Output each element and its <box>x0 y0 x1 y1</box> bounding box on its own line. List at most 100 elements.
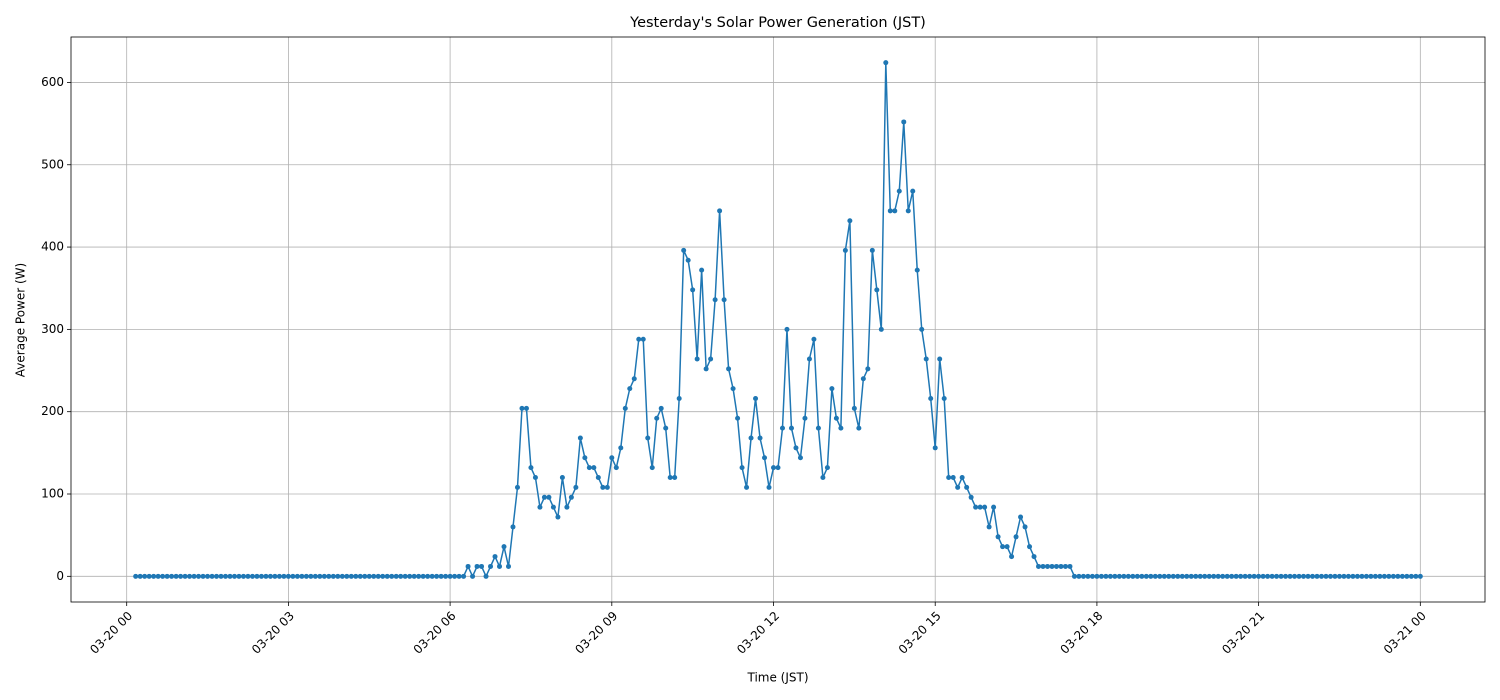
data-point <box>928 396 934 402</box>
data-point <box>1152 573 1158 579</box>
data-point <box>133 573 139 579</box>
data-point <box>384 573 390 579</box>
data-point <box>1170 573 1176 579</box>
data-point <box>1332 573 1338 579</box>
data-point <box>672 475 678 481</box>
data-point <box>860 376 866 382</box>
data-point <box>1080 573 1086 579</box>
data-point <box>568 494 574 500</box>
data-point <box>937 356 943 362</box>
data-point <box>1000 544 1006 550</box>
y-tick-label: 300 <box>41 322 64 336</box>
data-point <box>820 475 826 481</box>
data-point <box>995 534 1001 540</box>
data-point <box>1327 573 1333 579</box>
data-point <box>1067 563 1073 569</box>
data-point <box>721 297 727 303</box>
data-point <box>348 573 354 579</box>
data-point <box>1188 573 1194 579</box>
data-point <box>1372 573 1378 579</box>
data-point <box>869 247 875 253</box>
data-point <box>1049 563 1055 569</box>
data-point <box>1009 554 1015 560</box>
data-point <box>887 208 893 214</box>
data-point <box>523 405 529 411</box>
data-point <box>1148 573 1154 579</box>
data-point <box>1076 573 1082 579</box>
data-point <box>380 573 386 579</box>
data-point <box>788 425 794 431</box>
data-point <box>842 247 848 253</box>
data-point <box>1413 573 1419 579</box>
data-point <box>636 336 642 342</box>
data-point <box>609 455 615 461</box>
data-point <box>429 573 435 579</box>
data-point <box>196 573 202 579</box>
data-point <box>901 119 907 125</box>
data-point <box>452 573 458 579</box>
data-point <box>622 405 628 411</box>
data-point <box>398 573 404 579</box>
data-point <box>1179 573 1185 579</box>
data-point <box>492 554 498 560</box>
data-point <box>775 465 781 471</box>
data-point <box>434 573 440 579</box>
data-point <box>645 435 651 441</box>
data-point <box>744 484 750 490</box>
y-tick-label: 0 <box>56 569 64 583</box>
data-point <box>281 573 287 579</box>
data-point <box>793 445 799 451</box>
data-point <box>865 366 871 372</box>
data-point <box>465 563 471 569</box>
data-point <box>178 573 184 579</box>
data-point <box>1053 563 1059 569</box>
data-point <box>290 573 296 579</box>
data-point <box>618 445 624 451</box>
data-point <box>1359 573 1365 579</box>
data-point <box>1319 573 1325 579</box>
data-point <box>973 504 979 510</box>
data-point <box>1256 573 1262 579</box>
data-point <box>703 366 709 372</box>
data-point <box>1274 573 1280 579</box>
data-point <box>294 573 300 579</box>
data-point <box>829 386 835 392</box>
data-point <box>658 405 664 411</box>
data-point <box>1031 554 1037 560</box>
data-point <box>1103 573 1109 579</box>
data-point <box>231 573 237 579</box>
data-point <box>312 573 318 579</box>
data-point <box>977 504 983 510</box>
data-point <box>1224 573 1230 579</box>
data-point <box>1157 573 1163 579</box>
data-point <box>730 386 736 392</box>
data-point <box>1265 573 1271 579</box>
data-point <box>267 573 273 579</box>
data-point <box>200 573 206 579</box>
data-point <box>254 573 260 579</box>
data-point <box>317 573 323 579</box>
data-point <box>1013 534 1019 540</box>
data-point <box>483 573 489 579</box>
data-point <box>1040 563 1046 569</box>
data-point <box>564 504 570 510</box>
data-point <box>811 336 817 342</box>
data-point <box>173 573 179 579</box>
data-point <box>923 356 929 362</box>
axes-frame <box>70 36 1486 603</box>
data-point <box>214 573 220 579</box>
data-point <box>1251 573 1257 579</box>
data-point <box>1062 563 1068 569</box>
data-point <box>407 573 413 579</box>
data-point <box>357 573 363 579</box>
data-point <box>1215 573 1221 579</box>
data-point <box>1377 573 1383 579</box>
data-point <box>258 573 264 579</box>
y-tick-label: 200 <box>41 404 64 418</box>
y-tick-label: 400 <box>41 240 64 254</box>
y-axis-label: Average Power (W) <box>14 263 28 377</box>
data-point <box>1395 573 1401 579</box>
data-point <box>1058 563 1064 569</box>
data-point <box>1027 544 1033 550</box>
data-point <box>595 475 601 481</box>
